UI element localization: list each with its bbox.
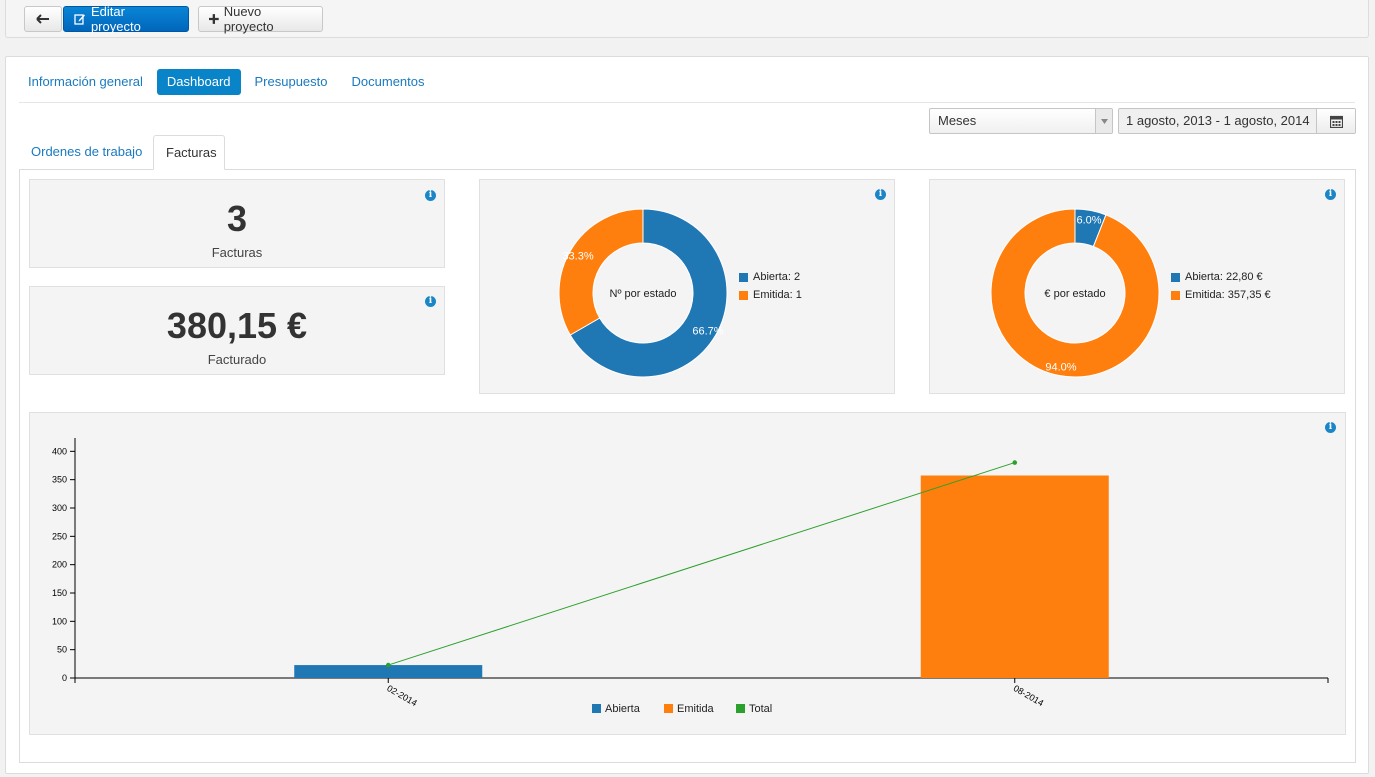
legend-label: Abierta: 22,80 € xyxy=(1185,271,1263,283)
period-select[interactable]: Meses xyxy=(929,108,1113,134)
y-tick-label: 350 xyxy=(52,475,67,485)
slice-percent-label: 66.7% xyxy=(692,326,723,338)
new-project-button[interactable]: Nuevo proyecto xyxy=(198,4,323,34)
legend-label: Abierta: 2 xyxy=(753,271,801,283)
slice-emitida xyxy=(990,208,1160,378)
legend-item-emitida: Emitida xyxy=(664,703,715,715)
invoiced-amount-card: i 380,15 € Facturado xyxy=(29,286,445,375)
legend-swatch xyxy=(739,272,748,282)
amount-by-status-card: i 6.0% 94.0% € por estado Abierta: 22,80 €… xyxy=(929,179,1345,394)
info-icon[interactable]: i xyxy=(1325,422,1336,433)
edit-icon xyxy=(74,14,85,25)
new-project-label: Nuevo proyecto xyxy=(223,4,274,34)
legend-label: Emitida: 1 xyxy=(753,289,802,301)
count-by-status-card: i 66.7% 33.3% Nº por estado Abierta: 2 Emi… xyxy=(479,179,895,394)
chevron-down-icon xyxy=(1095,109,1112,133)
chart-title: Nº por estado xyxy=(610,288,677,300)
y-tick-label: 0 xyxy=(62,673,67,683)
legend-label: Emitida xyxy=(677,703,715,715)
x-tick-label: 08-2014 xyxy=(1012,683,1046,708)
y-tick-label: 50 xyxy=(57,645,67,655)
bar-emitida-08-2014 xyxy=(920,475,1109,678)
edit-project-button[interactable]: Editar proyecto xyxy=(63,4,189,34)
period-select-value: Meses xyxy=(938,113,977,128)
count-by-status-chart: 66.7% 33.3% Nº por estado xyxy=(558,208,728,378)
legend-item-abierta: Abierta: 22,80 € xyxy=(1171,271,1263,283)
legend-item-emitida: Emitida: 357,35 € xyxy=(1171,289,1271,301)
date-range-field[interactable]: 1 agosto, 2013 - 1 agosto, 2014 xyxy=(1118,108,1356,134)
legend-item-abierta: Abierta xyxy=(592,703,641,715)
y-tick-label: 400 xyxy=(52,446,67,456)
slice-percent-label: 33.3% xyxy=(562,251,593,263)
x-tick-label: 02-2014 xyxy=(385,683,419,708)
slice-percent-label: 94.0% xyxy=(1045,362,1076,374)
invoiced-amount-label: Facturado xyxy=(207,352,267,367)
legend-label: Emitida: 357,35 € xyxy=(1185,289,1271,301)
info-icon[interactable]: i xyxy=(425,296,436,307)
slice-abierta xyxy=(569,208,728,378)
chart-title: € por estado xyxy=(1044,288,1105,300)
subtab-ordenes-de-trabajo[interactable]: Ordenes de trabajo xyxy=(31,144,143,159)
info-icon[interactable]: i xyxy=(425,190,436,201)
invoiced-amount-value: 380,15 € xyxy=(166,305,308,346)
line-total xyxy=(388,462,1015,666)
date-range-value: 1 agosto, 2013 - 1 agosto, 2014 xyxy=(1126,113,1310,128)
invoice-count-value: 3 xyxy=(226,198,248,239)
arrow-left-icon xyxy=(36,14,49,24)
plus-icon xyxy=(209,14,219,24)
legend-item-total: Total xyxy=(736,703,772,715)
legend-item-emitida: Emitida: 1 xyxy=(739,289,802,301)
tab-dashboard[interactable]: Dashboard xyxy=(156,69,241,95)
monthly-invoices-card: i 0 50 100 150 200 250 300 350 400 02-2014 08-2014… xyxy=(29,412,1346,735)
subtab-facturas[interactable]: Facturas xyxy=(153,135,225,170)
point-total xyxy=(1012,460,1018,465)
legend-item-abierta: Abierta: 2 xyxy=(739,271,800,283)
calendar-icon[interactable] xyxy=(1316,109,1355,133)
y-tick-label: 150 xyxy=(52,588,67,598)
tab-informacion-general[interactable]: Información general xyxy=(28,74,143,89)
bar-abierta-02-2014 xyxy=(294,665,483,678)
info-icon[interactable]: i xyxy=(875,189,886,200)
legend-swatch xyxy=(736,704,745,713)
invoice-count-card: i 3 Facturas xyxy=(29,179,445,268)
tab-documentos[interactable]: Documentos xyxy=(351,74,425,89)
legend-label: Total xyxy=(749,703,772,715)
slice-percent-label: 6.0% xyxy=(1077,214,1102,226)
y-tick-label: 250 xyxy=(52,531,67,541)
back-button[interactable] xyxy=(24,6,62,32)
y-tick-label: 300 xyxy=(52,503,67,513)
legend-label: Abierta xyxy=(605,703,641,715)
edit-project-label: Editar proyecto xyxy=(90,4,141,34)
amount-by-status-chart: 6.0% 94.0% € por estado xyxy=(990,208,1160,378)
tab-presupuesto[interactable]: Presupuesto xyxy=(254,74,328,89)
main-tabs: Información general Dashboard Presupuest… xyxy=(18,69,435,95)
info-icon[interactable]: i xyxy=(1325,189,1336,200)
invoice-count-label: Facturas xyxy=(211,245,263,260)
legend-swatch xyxy=(664,704,673,713)
legend-swatch xyxy=(739,290,748,300)
toolbar: Editar proyecto Nuevo proyecto xyxy=(5,0,1369,38)
legend-swatch xyxy=(1171,272,1180,282)
y-tick-label: 100 xyxy=(52,616,67,626)
y-tick-label: 200 xyxy=(52,560,67,570)
monthly-invoices-chart: 0 50 100 150 200 250 300 350 400 02-2014 08-2014 Ab… xyxy=(52,438,1329,715)
legend-swatch xyxy=(1171,290,1180,300)
tabs-divider xyxy=(19,102,1355,103)
slice-emitida xyxy=(558,208,644,336)
point-total xyxy=(385,662,391,668)
legend-swatch xyxy=(592,704,601,713)
